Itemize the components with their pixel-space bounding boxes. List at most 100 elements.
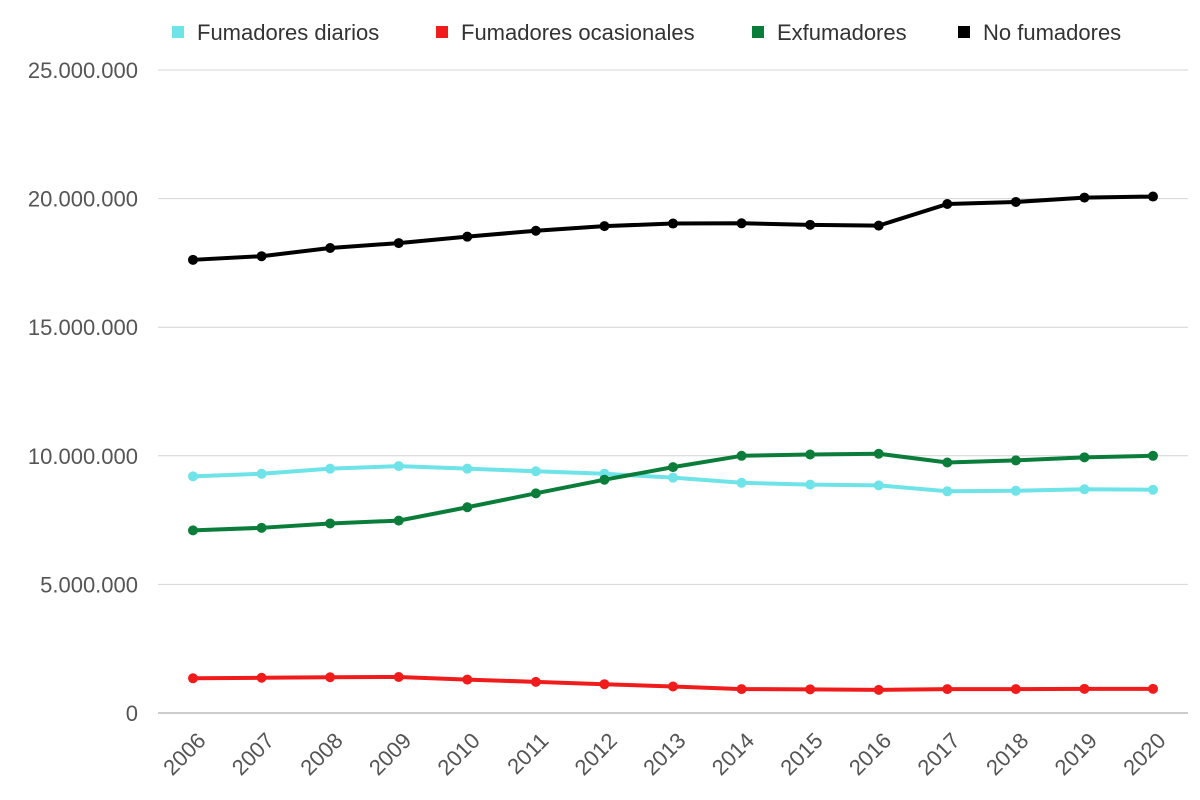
data-point xyxy=(1079,484,1090,495)
data-point xyxy=(942,457,953,468)
data-point xyxy=(1079,683,1090,694)
x-tick-label: 2012 xyxy=(570,728,622,780)
data-point xyxy=(942,486,953,497)
x-axis: 2006 2007 2008 2009 2010 2011 2012 2013 2014 2015… xyxy=(158,728,1170,780)
data-point xyxy=(1148,450,1158,461)
data-point xyxy=(942,199,953,210)
series-fumadores-ocasionales xyxy=(188,671,1158,695)
x-tick-label: 2020 xyxy=(1118,728,1170,780)
legend-swatch xyxy=(172,26,184,38)
data-point xyxy=(873,684,884,695)
x-tick-label: 2019 xyxy=(1050,728,1102,780)
data-point xyxy=(599,221,610,232)
data-point xyxy=(736,684,747,695)
legend-item: Exfumadores xyxy=(752,20,907,45)
data-point xyxy=(256,468,267,479)
data-point xyxy=(942,684,953,695)
data-point xyxy=(1079,452,1090,463)
data-point xyxy=(805,479,816,490)
data-point xyxy=(1079,192,1090,203)
data-point xyxy=(325,672,336,683)
x-tick-label: 2016 xyxy=(844,728,896,780)
data-point xyxy=(873,448,884,459)
data-point xyxy=(325,518,336,529)
data-point xyxy=(736,450,747,461)
data-point xyxy=(530,225,541,236)
y-tick-label: 25.000.000 xyxy=(28,58,138,83)
data-point xyxy=(668,462,678,473)
data-point xyxy=(668,681,678,692)
data-point xyxy=(462,674,473,685)
data-point xyxy=(325,242,336,253)
legend-swatch xyxy=(436,26,448,38)
series-fumadores-diarios xyxy=(188,461,1158,497)
data-point xyxy=(393,461,404,472)
data-point xyxy=(599,474,610,485)
data-point xyxy=(530,488,541,499)
data-point xyxy=(188,471,198,482)
data-point xyxy=(1010,684,1021,695)
data-point xyxy=(393,515,404,526)
x-tick-label: 2018 xyxy=(981,728,1033,780)
data-point xyxy=(462,463,473,474)
data-point xyxy=(325,463,336,474)
data-point xyxy=(393,671,404,682)
data-point xyxy=(256,522,267,533)
data-point xyxy=(805,684,816,695)
x-tick-label: 2011 xyxy=(502,728,553,779)
data-point xyxy=(668,472,678,483)
data-point xyxy=(736,218,747,229)
legend-label: Fumadores diarios xyxy=(197,20,379,45)
data-point xyxy=(462,231,473,242)
data-point xyxy=(736,477,747,488)
legend-swatch xyxy=(752,26,764,38)
x-tick-label: 2007 xyxy=(227,728,279,780)
legend-item: Fumadores diarios xyxy=(172,20,379,45)
data-point xyxy=(1010,485,1021,496)
gridlines xyxy=(158,69,1188,714)
series-no-fumadores xyxy=(188,191,1158,265)
data-point xyxy=(873,480,884,491)
y-tick-label: 20.000.000 xyxy=(28,187,138,212)
data-point xyxy=(599,679,610,690)
data-point xyxy=(1148,683,1158,694)
data-point xyxy=(1010,455,1021,466)
data-point xyxy=(188,254,198,265)
y-axis: 0 5.000.000 10.000.000 15.000.000 20.000.000… xyxy=(28,58,138,726)
data-point xyxy=(188,673,198,684)
legend-item: No fumadores xyxy=(958,20,1121,45)
data-point xyxy=(256,251,267,262)
y-tick-label: 0 xyxy=(126,701,138,726)
data-point xyxy=(805,219,816,230)
series-lines xyxy=(188,191,1158,695)
legend-swatch xyxy=(958,26,970,38)
data-point xyxy=(256,672,267,683)
data-point xyxy=(1010,196,1021,207)
x-tick-label: 2008 xyxy=(295,728,347,780)
x-tick-label: 2013 xyxy=(638,728,690,780)
data-point xyxy=(530,466,541,477)
x-tick-label: 2010 xyxy=(433,728,485,780)
data-point xyxy=(1148,191,1158,202)
data-point xyxy=(805,449,816,460)
data-point xyxy=(393,238,404,249)
y-tick-label: 10.000.000 xyxy=(28,444,138,469)
data-point xyxy=(873,220,884,231)
x-tick-label: 2009 xyxy=(364,728,416,780)
data-point xyxy=(1148,484,1158,495)
y-tick-label: 5.000.000 xyxy=(40,572,138,597)
data-point xyxy=(668,218,678,229)
data-point xyxy=(188,525,198,536)
x-tick-label: 2017 xyxy=(913,728,965,780)
data-point xyxy=(530,676,541,687)
y-tick-label: 15.000.000 xyxy=(28,315,138,340)
legend-label: No fumadores xyxy=(983,20,1121,45)
legend-label: Fumadores ocasionales xyxy=(461,20,695,45)
x-tick-label: 2006 xyxy=(158,728,210,780)
legend-item: Fumadores ocasionales xyxy=(436,20,695,45)
series-exfumadores xyxy=(188,448,1158,536)
x-tick-label: 2015 xyxy=(775,728,827,780)
data-point xyxy=(462,502,473,513)
